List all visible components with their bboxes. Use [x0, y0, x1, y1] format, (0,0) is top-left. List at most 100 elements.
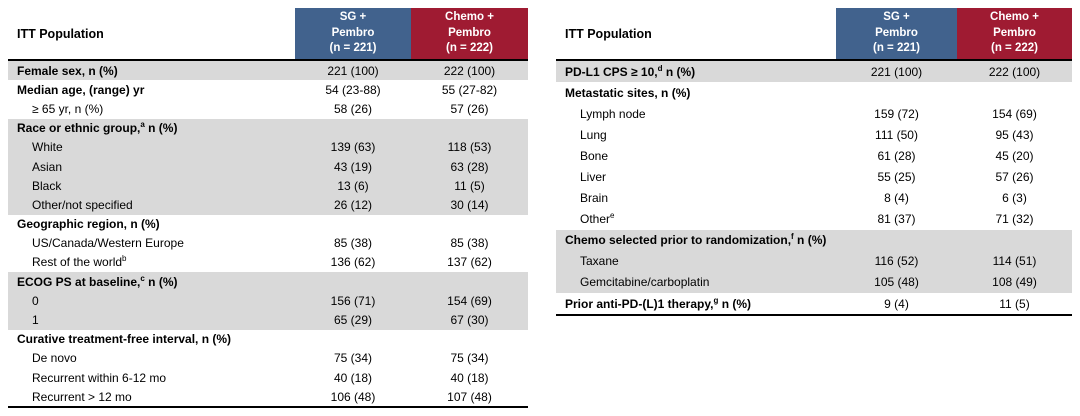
row-label: Taxane	[580, 254, 619, 269]
table-row: US/Canada/Western Europe 85 (38) 85 (38)	[8, 234, 528, 253]
row-value: 107 (48)	[447, 389, 492, 404]
row-value: 118 (53)	[447, 140, 492, 155]
table-row: ≥ 65 yr, n (%) 58 (26) 57 (26)	[8, 99, 528, 118]
footnote-marker: a	[140, 120, 145, 130]
row-value: 57 (26)	[450, 101, 489, 116]
row-value: 111 (50)	[875, 127, 918, 142]
row-value: 116 (52)	[874, 254, 919, 269]
table-header: ITT Population SG + Pembro (n = 221) Che…	[556, 8, 1072, 61]
footnote-marker: e	[610, 211, 615, 221]
table-row: Female sex, n (%) 221 (100) 222 (100)	[8, 61, 528, 81]
table-row: Curative treatment-free interval, n (%)	[8, 330, 528, 349]
row-value: 156 (71)	[330, 293, 376, 308]
row-label: Other/not specified	[32, 197, 133, 212]
row-value: 154 (69)	[992, 106, 1037, 121]
table-row: Black 13 (6) 11 (5)	[8, 176, 528, 196]
population-label: ITT Population	[17, 26, 104, 41]
row-value: 221 (100)	[327, 63, 379, 78]
row-value: 30 (14)	[450, 197, 489, 212]
table-row: Rest of the worldb 136 (62) 137 (62)	[8, 253, 528, 272]
row-label: 0	[32, 293, 39, 308]
row-label: Asian	[32, 159, 63, 174]
table-row: Geographic region, n (%)	[8, 215, 528, 234]
row-label: Recurrent within 6-12 mo	[32, 370, 167, 385]
row-value: 159 (72)	[874, 106, 919, 121]
row-value: 139 (63)	[330, 140, 376, 155]
row-value: 108 (49)	[992, 275, 1037, 290]
row-value: 6 (3)	[1002, 191, 1027, 206]
row-value: 11 (5)	[454, 178, 485, 193]
table-row: Metastatic sites, n (%)	[556, 82, 1072, 103]
itt-disease-characteristics-table: ITT Population SG + Pembro (n = 221) Che…	[556, 8, 1072, 317]
table-row: Chemo selected prior to randomization,f …	[556, 229, 1072, 251]
row-label: Liver	[580, 170, 607, 185]
row-value: 55 (25)	[877, 170, 916, 185]
table-row: Prior anti-PD-(L)1 therapy,g n (%) 9 (4) 1…	[556, 293, 1072, 314]
row-value: 40 (18)	[333, 370, 373, 385]
table-row: Asian 43 (19) 63 (28)	[8, 156, 528, 177]
footnote-marker: b	[122, 254, 127, 264]
row-label: Female sex, n (%)	[17, 63, 118, 78]
row-value: 40 (18)	[450, 370, 489, 385]
row-value: 43 (19)	[333, 159, 373, 174]
table-row: Taxane 116 (52) 114 (51)	[556, 250, 1072, 272]
row-value: 57 (26)	[995, 170, 1034, 185]
row-label: Prior anti-PD-(L)1 therapy,g n (%)	[565, 295, 752, 311]
row-value: 222 (100)	[988, 64, 1041, 79]
row-value: 45 (20)	[995, 148, 1034, 163]
row-value: 222 (100)	[443, 63, 496, 78]
row-value: 85 (38)	[450, 236, 489, 251]
table-row: Bone 61 (28) 45 (20)	[556, 145, 1072, 166]
row-label: Gemcitabine/carboplatin	[580, 275, 710, 290]
row-value: 61 (28)	[877, 148, 916, 163]
row-label: Geographic region, n (%)	[17, 217, 160, 232]
row-label: Median age, (range) yr	[17, 82, 145, 97]
row-value: 58 (26)	[333, 101, 373, 116]
column-header-sg-pembro: SG + Pembro (n = 221)	[836, 8, 957, 59]
row-value: 63 (28)	[450, 159, 489, 174]
table-row: 1 65 (29) 67 (30)	[8, 310, 528, 330]
table-row: Othere 81 (37) 71 (32)	[556, 209, 1072, 230]
row-label: Lymph node	[580, 106, 646, 121]
row-label: Lung	[580, 127, 607, 142]
row-label: PD-L1 CPS ≥ 10,d n (%)	[565, 63, 696, 79]
row-label: Bone	[580, 148, 609, 163]
table-row: Liver 55 (25) 57 (26)	[556, 166, 1072, 187]
table-row: Other/not specified 26 (12) 30 (14)	[8, 195, 528, 215]
table-row: White 139 (63) 118 (53)	[8, 137, 528, 157]
row-label: ECOG PS at baseline,c n (%)	[17, 273, 178, 289]
row-value: 67 (30)	[450, 313, 489, 328]
footnote-marker: g	[713, 295, 719, 305]
table-row: Lung 111 (50) 95 (43)	[556, 124, 1072, 145]
row-label: Othere	[580, 211, 615, 227]
row-label: White	[32, 140, 63, 155]
row-label: 1	[32, 313, 39, 328]
footnote-marker: f	[791, 232, 794, 242]
table-row: 0 156 (71) 154 (69)	[8, 291, 528, 311]
row-value: 9 (4)	[884, 296, 909, 311]
row-label: Black	[32, 178, 62, 193]
row-value: 154 (69)	[447, 293, 492, 308]
row-value: 75 (34)	[450, 351, 489, 366]
table-body: Female sex, n (%) 221 (100) 222 (100) Media…	[8, 61, 528, 406]
itt-demographics-table: ITT Population SG + Pembro (n = 221) Che…	[8, 8, 528, 409]
row-label: Metastatic sites, n (%)	[565, 85, 691, 100]
row-value: 221 (100)	[870, 64, 923, 79]
row-value: 54 (23-88)	[325, 82, 381, 97]
table-row: Recurrent within 6-12 mo 40 (18) 40 (18)	[8, 368, 528, 387]
table-row: Median age, (range) yr 54 (23-88) 55 (27-8…	[8, 80, 528, 99]
row-label: De novo	[32, 351, 77, 366]
row-value: 55 (27-82)	[441, 82, 498, 97]
row-value: 137 (62)	[447, 255, 492, 270]
row-value: 114 (51)	[992, 254, 1037, 269]
row-label: Rest of the worldb	[32, 254, 127, 270]
row-value: 71 (32)	[995, 212, 1034, 227]
row-label: Brain	[580, 191, 609, 206]
table-row: Gemcitabine/carboplatin 105 (48) 108 (49)	[556, 271, 1072, 294]
row-value: 8 (4)	[884, 191, 909, 206]
column-header-sg-pembro: SG + Pembro (n = 221)	[295, 8, 411, 59]
table-row: Recurrent > 12 mo 106 (48) 107 (48)	[8, 387, 528, 406]
column-header-chemo-pembro: Chemo + Pembro (n = 222)	[957, 8, 1072, 59]
row-value: 85 (38)	[333, 236, 373, 251]
